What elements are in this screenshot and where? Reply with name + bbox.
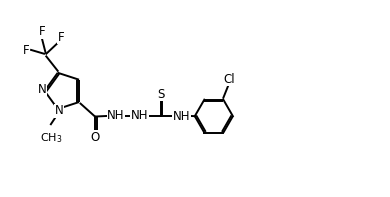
Text: F: F — [23, 44, 29, 57]
Text: NH: NH — [173, 110, 190, 123]
Text: F: F — [57, 31, 64, 44]
Text: CH$_3$: CH$_3$ — [40, 131, 62, 145]
Text: NH: NH — [131, 109, 148, 122]
Text: N: N — [37, 83, 46, 96]
Text: Cl: Cl — [223, 73, 235, 86]
Text: F: F — [39, 25, 45, 38]
Text: N: N — [55, 104, 64, 117]
Text: NH: NH — [107, 109, 125, 122]
Text: S: S — [157, 88, 164, 101]
Text: O: O — [90, 131, 99, 144]
